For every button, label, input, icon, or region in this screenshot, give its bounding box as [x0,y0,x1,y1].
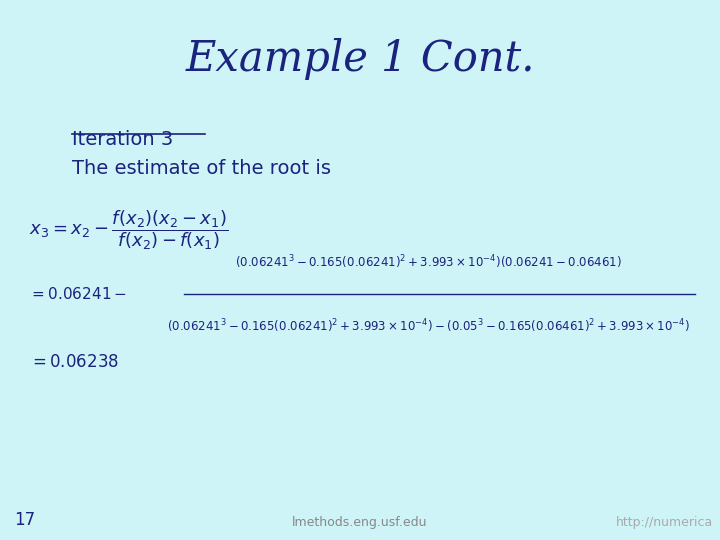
Text: lmethods.eng.usf.edu: lmethods.eng.usf.edu [292,516,428,529]
Text: Iteration 3: Iteration 3 [72,130,174,148]
Text: http://numerica: http://numerica [616,516,713,529]
Text: $= 0.06241 -$: $= 0.06241 -$ [29,286,127,302]
Text: 17: 17 [14,511,35,529]
Text: Example 1 Cont.: Example 1 Cont. [185,38,535,80]
Text: $x_3 = x_2 - \dfrac{f(x_2)(x_2 - x_1)}{f(x_2) - f(x_1)}$: $x_3 = x_2 - \dfrac{f(x_2)(x_2 - x_1)}{f… [29,208,228,252]
Text: $\left(0.06241^3 - 0.165(0.06241)^2 + 3.993\times10^{-4}\right)\left(0.06241 - 0: $\left(0.06241^3 - 0.165(0.06241)^2 + 3.… [235,253,622,271]
Text: The estimate of the root is: The estimate of the root is [72,159,331,178]
Text: $\left(0.06241^3 - 0.165(0.06241)^2 + 3.993\times10^{-4}\right) - \left(0.05^3 -: $\left(0.06241^3 - 0.165(0.06241)^2 + 3.… [167,318,690,335]
Text: $= 0.06238$: $= 0.06238$ [29,354,119,370]
